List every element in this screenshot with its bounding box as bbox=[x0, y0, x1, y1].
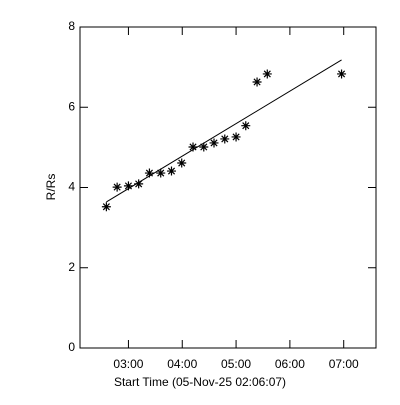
point bbox=[262, 69, 272, 79]
plot-frame bbox=[79, 26, 377, 349]
point bbox=[220, 134, 230, 144]
point bbox=[188, 142, 198, 152]
point bbox=[123, 181, 133, 191]
point bbox=[134, 179, 144, 189]
x-tick-label: 04:00 bbox=[167, 357, 197, 371]
x-tick-label: 07:00 bbox=[329, 357, 359, 371]
x-tick-label: 03:00 bbox=[113, 357, 143, 371]
y-axis-label: R/Rs bbox=[44, 174, 58, 201]
point bbox=[252, 77, 262, 87]
x-axis-label: Start Time (05-Nov-25 02:06:07) bbox=[114, 375, 286, 389]
point bbox=[337, 69, 347, 79]
point bbox=[112, 182, 122, 192]
point bbox=[156, 168, 166, 178]
y-tick-label: 0 bbox=[68, 340, 75, 354]
point bbox=[241, 121, 251, 131]
x-tick-label: 06:00 bbox=[275, 357, 305, 371]
y-tick-label: 4 bbox=[68, 180, 75, 194]
point bbox=[177, 158, 187, 168]
point bbox=[199, 142, 209, 152]
y-tick-label: 6 bbox=[68, 99, 75, 113]
y-tick-label: 2 bbox=[68, 260, 75, 274]
y-tick-label: 8 bbox=[68, 19, 75, 33]
fit-line bbox=[106, 59, 342, 203]
point bbox=[101, 202, 111, 212]
point bbox=[209, 138, 219, 148]
point bbox=[231, 132, 241, 142]
point bbox=[144, 168, 154, 178]
x-tick-label: 05:00 bbox=[221, 357, 251, 371]
point bbox=[166, 166, 176, 176]
